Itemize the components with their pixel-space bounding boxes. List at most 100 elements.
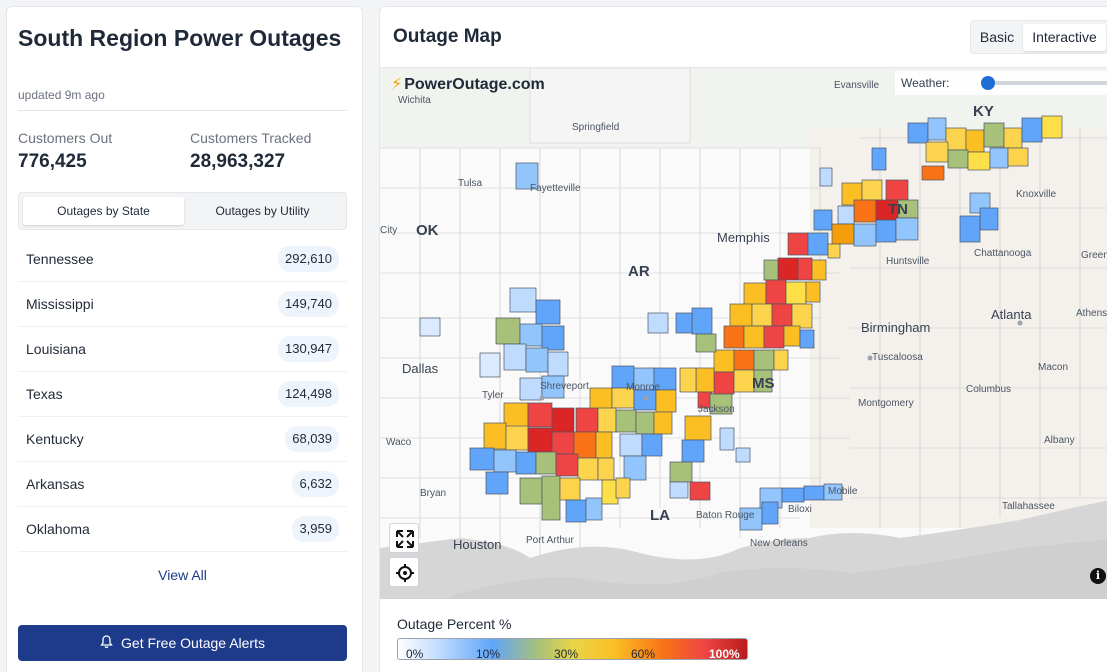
expand-icon	[396, 530, 414, 548]
city-label: Biloxi	[788, 504, 812, 515]
city-label: Bryan	[420, 488, 446, 499]
state-row-kentucky[interactable]: Kentucky 68,039	[18, 417, 347, 462]
state-count-badge: 68,039	[285, 426, 339, 452]
city-label-major: Houston	[453, 537, 501, 552]
tab-outages-by-utility[interactable]: Outages by Utility	[215, 204, 310, 218]
view-all-link[interactable]: View All	[158, 567, 207, 583]
page-title: South Region Power Outages	[18, 25, 342, 51]
city-label: Columbus	[966, 384, 1011, 395]
legend-title: Outage Percent %	[397, 616, 512, 632]
state-name: Texas	[26, 386, 63, 402]
sidebar-panel: South Region Power Outages updated 9m ag…	[6, 6, 363, 672]
city-label: Tuscaloosa	[872, 352, 923, 363]
customers-tracked-value: 28,963,327	[190, 151, 286, 172]
city-label: Tallahassee	[1002, 501, 1055, 512]
city-label: Jackson	[698, 404, 735, 415]
state-row-texas[interactable]: Texas 124,498	[18, 372, 347, 417]
city-label: Mobile	[828, 486, 858, 497]
state-count-badge: 149,740	[278, 291, 339, 317]
weather-label: Weather:	[901, 76, 950, 90]
fullscreen-button[interactable]	[389, 523, 419, 553]
state-name: Mississippi	[26, 296, 94, 312]
info-icon[interactable]: i	[1090, 568, 1106, 584]
city-dot	[643, 395, 649, 401]
state-label-ar: AR	[628, 263, 650, 280]
customers-tracked-label: Customers Tracked	[190, 130, 312, 146]
city-label-major: Dallas	[402, 361, 439, 376]
city-label: City	[380, 225, 397, 236]
brand-name: PowerOutage.com	[404, 76, 545, 93]
city-label: Tyler	[482, 390, 504, 401]
city-label: New Orleans	[750, 538, 808, 549]
state-name: Kentucky	[26, 431, 84, 447]
city-label-major: Memphis	[717, 230, 770, 245]
bell-icon	[100, 626, 113, 662]
city-dot	[710, 407, 716, 413]
bolt-icon: ⚡	[391, 76, 403, 93]
weather-slider-thumb[interactable]	[981, 76, 995, 90]
state-list: Tennessee 292,610 Mississippi 149,740 Lo…	[18, 237, 347, 552]
city-label: Athens	[1076, 308, 1107, 319]
city-label: Albany	[1044, 435, 1075, 446]
state-row-arkansas[interactable]: Arkansas 6,632	[18, 462, 347, 507]
state-count-badge: 3,959	[292, 516, 339, 542]
legend-tick: 100%	[709, 647, 740, 661]
state-label-tn: TN	[888, 201, 908, 218]
get-alerts-button[interactable]: Get Free Outage Alerts	[18, 625, 347, 661]
state-count-badge: 292,610	[278, 246, 339, 272]
city-dot	[539, 395, 545, 401]
state-count-badge: 124,498	[278, 381, 339, 407]
map-title: Outage Map	[393, 26, 502, 47]
get-alerts-label: Get Free Outage Alerts	[121, 635, 265, 651]
city-label: Wichita	[398, 95, 431, 106]
updated-timestamp: updated 9m ago	[18, 88, 105, 102]
legend-tick: 30%	[554, 647, 579, 661]
city-label: Springfield	[572, 122, 619, 133]
divider	[18, 110, 347, 111]
customers-out-label: Customers Out	[18, 130, 113, 146]
legend-tick: 10%	[476, 647, 501, 661]
state-count-badge: 6,632	[292, 471, 339, 497]
city-label: Waco	[386, 437, 412, 448]
outage-tabs: Outages by State Outages by Utility	[18, 192, 347, 230]
legend-gradient-bar	[397, 638, 748, 660]
state-name: Oklahoma	[26, 521, 90, 537]
state-name: Tennessee	[26, 251, 94, 267]
tab-outages-by-state[interactable]: Outages by State	[23, 197, 184, 225]
state-name: Arkansas	[26, 476, 85, 492]
city-label: Green	[1081, 250, 1107, 261]
city-label: Tulsa	[458, 178, 483, 189]
state-label-ms: MS	[752, 375, 775, 392]
city-label: Shreveport	[540, 381, 589, 392]
city-label: Port Arthur	[526, 535, 574, 546]
city-label: Knoxville	[1016, 189, 1056, 200]
weather-control: Weather: 5	[895, 71, 1107, 95]
city-dot	[867, 355, 873, 361]
city-label: Montgomery	[858, 398, 914, 409]
outage-map[interactable]: OK AR TN KY MS LA Wichita Springfield Ev…	[380, 67, 1107, 599]
state-row-louisiana[interactable]: Louisiana 130,947	[18, 327, 347, 372]
mode-interactive-button[interactable]: Interactive	[1023, 24, 1106, 51]
state-row-tennessee[interactable]: Tennessee 292,610	[18, 237, 347, 282]
map-mode-toggle: Basic Interactive	[970, 20, 1107, 54]
customers-out-value: 776,425	[18, 151, 87, 172]
state-name: Louisiana	[26, 341, 86, 357]
city-dot	[1017, 320, 1023, 326]
crosshair-icon	[396, 564, 414, 582]
city-label: Chattanooga	[974, 248, 1032, 259]
state-label-la: LA	[650, 507, 670, 524]
mode-basic-button[interactable]: Basic	[979, 29, 1015, 45]
map-canvas: OK AR TN KY MS LA Wichita Springfield Ev…	[380, 68, 1107, 599]
city-label: Fayetteville	[530, 183, 581, 194]
state-row-mississippi[interactable]: Mississippi 149,740	[18, 282, 347, 327]
city-label: Monroe	[626, 382, 660, 393]
weather-slider-track[interactable]	[981, 81, 1107, 85]
state-label-ok: OK	[416, 222, 439, 239]
state-label-ky: KY	[973, 103, 994, 120]
state-row-oklahoma[interactable]: Oklahoma 3,959	[18, 507, 347, 552]
city-label-major: Birmingham	[861, 320, 930, 335]
locate-button[interactable]	[389, 557, 419, 587]
city-label: Evansville	[834, 80, 879, 91]
legend-tick: 0%	[406, 647, 424, 661]
city-label: Baton Rouge	[696, 510, 755, 521]
